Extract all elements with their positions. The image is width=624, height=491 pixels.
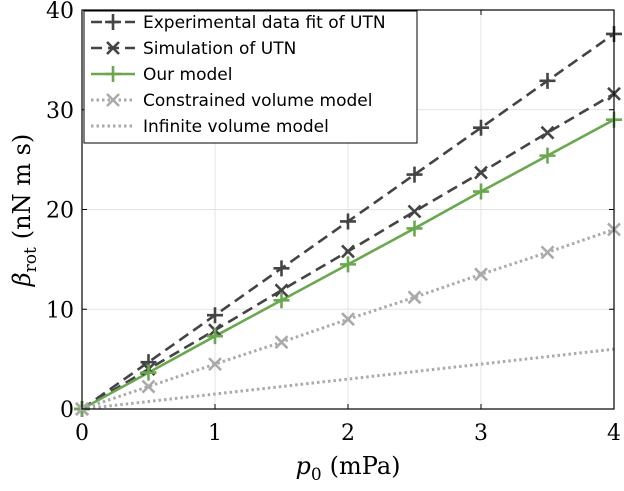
data-point-3	[474, 267, 488, 282]
x-tick-label: 1	[208, 421, 222, 446]
legend-box	[83, 10, 418, 144]
data-point-0	[207, 307, 223, 324]
data-point-0	[273, 260, 290, 277]
x-axis-symbol: p	[295, 452, 310, 480]
y-tick-label: 20	[46, 199, 74, 224]
data-point-3	[274, 335, 289, 350]
legend-label-constrained: Constrained volume model	[143, 91, 372, 111]
data-point-0	[539, 72, 556, 89]
x-tick-label: 4	[607, 421, 621, 446]
legend: Experimental data fit of UTN Simulation …	[83, 10, 418, 144]
legend-marker-3	[106, 93, 120, 107]
data-point-0	[473, 119, 489, 136]
data-point-2	[140, 364, 157, 381]
data-point-3	[341, 312, 355, 327]
data-point-1	[274, 283, 289, 298]
data-point-2	[406, 220, 423, 237]
legend-label-experimental: Experimental data fit of UTN	[143, 13, 386, 33]
x-axis-subscript: 0	[311, 465, 322, 485]
ticks	[81, 9, 615, 410]
x-tick-label: 2	[341, 421, 355, 446]
y-tick-label: 0	[60, 398, 74, 423]
data-point-2	[539, 147, 556, 164]
data-point-0	[406, 166, 423, 183]
series-line-4	[81, 347, 615, 411]
data-point-1	[540, 125, 555, 140]
data-point-1	[474, 165, 488, 180]
data-point-3	[141, 379, 156, 394]
y-tick-label: 30	[46, 99, 74, 124]
legend-label-simulation: Simulation of UTN	[143, 39, 296, 59]
legend-label-infinite: Infinite volume model	[143, 117, 329, 137]
x-tick-label: 3	[474, 421, 488, 446]
data-point-3	[540, 245, 555, 260]
legend-samples	[91, 14, 135, 128]
data-point-3	[208, 357, 222, 372]
x-tick-label: 0	[75, 421, 89, 446]
y-axis-symbol: β	[8, 272, 36, 287]
y-tick-label: 40	[46, 0, 74, 24]
data-point-2	[473, 183, 489, 200]
data-point-2	[273, 292, 290, 309]
data-point-0	[340, 213, 356, 230]
y-axis-unit: (nN m s)	[8, 134, 36, 240]
x-axis-unit: (mPa)	[330, 452, 401, 480]
y-tick-label: 10	[46, 298, 74, 323]
y-axis-subscript: rot	[21, 247, 41, 272]
legend-label-our-model: Our model	[143, 65, 232, 85]
data-point-1	[341, 244, 355, 259]
series-markers	[74, 25, 622, 417]
data-point-1	[407, 204, 422, 219]
legend-marker-0	[105, 14, 121, 30]
legend-marker-1	[106, 41, 120, 55]
data-point-2	[207, 328, 223, 345]
data-point-3	[407, 290, 422, 305]
y-axis-label: βrot (nN m s)	[8, 134, 41, 288]
x-axis-label: p0 (mPa)	[295, 452, 400, 485]
legend-marker-2	[105, 66, 121, 82]
data-point-2	[340, 256, 356, 273]
